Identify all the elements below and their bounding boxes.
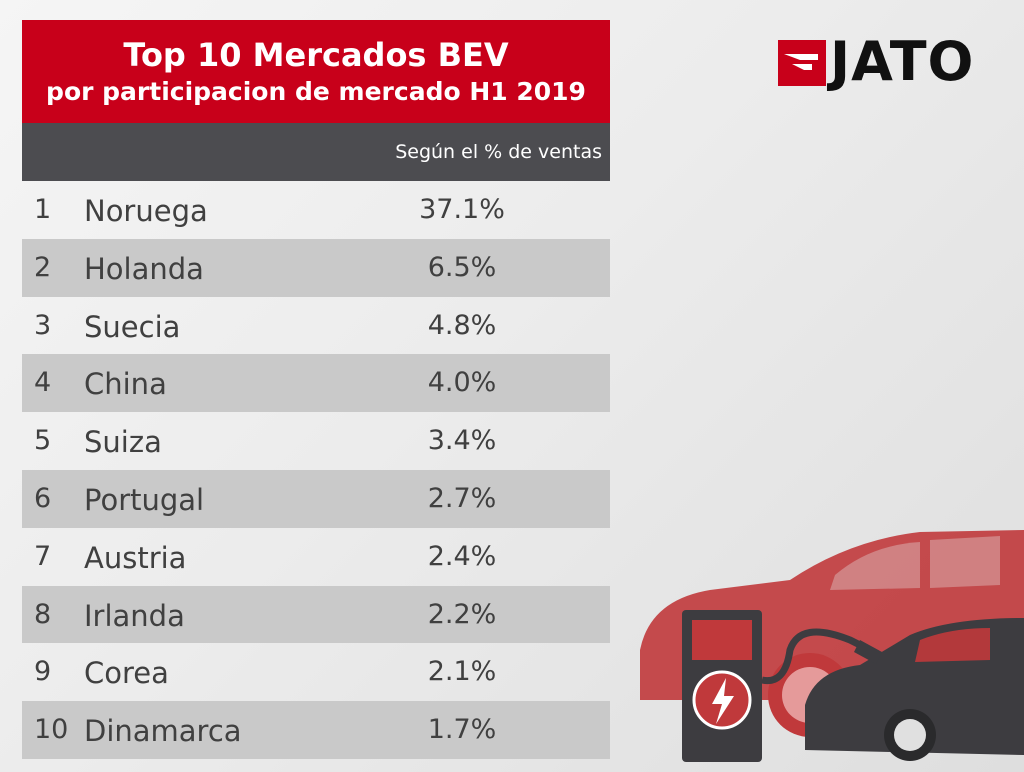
row-value: 3.4%: [427, 425, 497, 457]
row-value: 2.2%: [427, 598, 497, 630]
row-country: Noruega: [84, 194, 208, 228]
charging-station-icon: [682, 610, 882, 762]
row-country: China: [84, 367, 167, 402]
ev-charging-illustration: [640, 530, 1024, 762]
row-rank: 5: [34, 425, 52, 457]
table-row: 2 Holanda 6.5%: [22, 238, 610, 297]
row-country: Holanda: [84, 251, 204, 286]
chart-title: Top 10 Mercados BEV: [123, 35, 509, 74]
ranking-table: Top 10 Mercados BEV por participacion de…: [22, 20, 610, 759]
column-header-bar: Según el % de ventas: [22, 123, 610, 181]
row-rank: 7: [34, 540, 52, 572]
row-country: Dinamarca: [84, 714, 242, 749]
row-country: Corea: [84, 656, 169, 691]
row-rank: 3: [34, 309, 52, 341]
table-row: 9 Corea 2.1%: [22, 643, 610, 701]
row-value: 2.7%: [427, 482, 497, 514]
logo-wordmark: JATO: [830, 30, 975, 93]
row-rank: 2: [34, 251, 52, 283]
table-row: 4 China 4.0%: [22, 354, 610, 413]
row-value: 2.4%: [427, 540, 497, 572]
row-country: Portugal: [84, 482, 205, 517]
row-country: Austria: [84, 540, 187, 575]
table-row: 5 Suiza 3.4%: [22, 412, 610, 470]
table-row: 3 Suecia 4.8%: [22, 297, 610, 355]
row-country: Suiza: [84, 425, 162, 460]
table-row: 7 Austria 2.4%: [22, 528, 610, 586]
row-country: Suecia: [84, 309, 181, 344]
row-rank: 4: [34, 367, 52, 399]
title-banner: Top 10 Mercados BEV por participacion de…: [22, 20, 610, 123]
row-rank: 6: [34, 482, 52, 514]
row-value: 2.1%: [427, 656, 497, 688]
row-value: 37.1%: [419, 194, 505, 225]
jato-logo-mark-icon: [778, 40, 826, 86]
table-row: 1 Noruega 37.1%: [22, 181, 610, 239]
row-country: Irlanda: [84, 598, 185, 633]
table-body: 1 Noruega 37.1% 2 Holanda 6.5% 3 Suecia 4.8% 4 Chi…: [22, 181, 610, 759]
row-value: 4.8%: [427, 309, 497, 341]
row-value: 6.5%: [427, 251, 497, 283]
column-header-share: Según el % de ventas: [395, 141, 602, 163]
table-row: 10 Dinamarca 1.7%: [22, 701, 610, 759]
row-value: 4.0%: [427, 367, 497, 399]
row-rank: 9: [34, 656, 52, 688]
table-row: 8 Irlanda 2.2%: [22, 585, 610, 644]
row-rank: 10: [34, 714, 69, 746]
chart-subtitle: por participacion de mercado H1 2019: [46, 76, 586, 106]
jato-logo: JATO: [778, 30, 992, 93]
table-row: 6 Portugal 2.7%: [22, 469, 610, 528]
row-value: 1.7%: [427, 714, 497, 746]
row-rank: 1: [34, 194, 52, 225]
row-rank: 8: [34, 598, 52, 630]
